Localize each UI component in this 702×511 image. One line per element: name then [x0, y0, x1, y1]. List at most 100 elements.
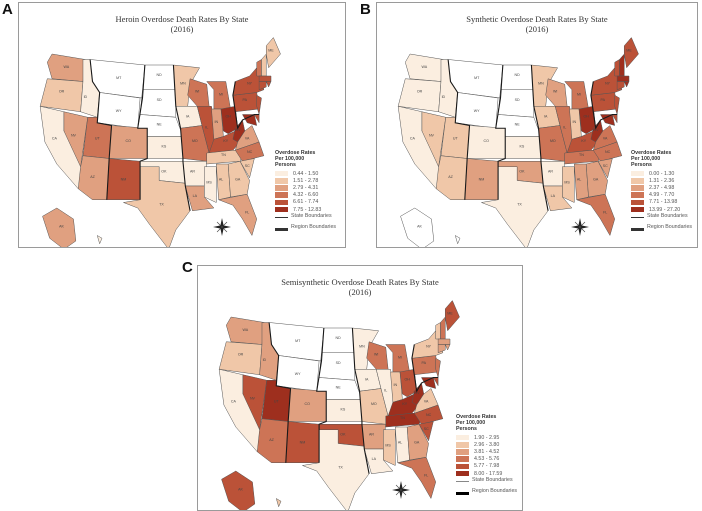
state-label: MI — [219, 92, 223, 96]
region-boundary — [89, 59, 113, 200]
state-label: IL — [205, 125, 208, 129]
state-label: WA — [242, 328, 248, 332]
legend-class-label: 1.90 - 2.95 — [474, 434, 500, 441]
state-hi — [97, 235, 103, 244]
state-sd — [318, 352, 356, 381]
state-label: TX — [517, 202, 522, 206]
legend-heading: Overdose Rates Per 100,000 Persons — [631, 150, 672, 168]
legend-class-5: 5.77 - 7.98 — [456, 463, 517, 470]
legend-swatch — [275, 170, 288, 177]
title-line-1: Semisynthetic Overdose Death Rates By St… — [281, 277, 439, 287]
legend-swatch — [456, 434, 469, 441]
state-label: NY — [247, 81, 253, 85]
state-vt — [256, 59, 262, 77]
legend-heading: Overdose Rates Per 100,000 Persons — [456, 414, 497, 432]
state-label: KS — [341, 408, 346, 412]
state-label: UT — [453, 136, 459, 140]
state-nh — [619, 53, 625, 77]
legend-swatch — [456, 463, 469, 470]
legend-class-6: 7.75 - 12.83 — [275, 206, 336, 213]
legend-class-label: 7.71 - 13.98 — [649, 199, 678, 206]
region-boundary — [268, 322, 292, 463]
state-label: SC — [603, 164, 608, 168]
state-va — [235, 125, 260, 151]
state-ak — [221, 470, 256, 510]
state-label: MO — [371, 402, 377, 406]
state-label: WI — [553, 90, 557, 94]
state-label: MN — [359, 344, 365, 348]
state-label: NC — [426, 413, 432, 417]
legend-class-5: 7.71 - 13.98 — [631, 199, 692, 206]
state-oh — [399, 369, 417, 397]
legend-class-label: 2.37 - 4.98 — [649, 184, 675, 191]
state-label: OK — [519, 169, 525, 173]
state-label: OR — [238, 353, 244, 357]
state-or — [218, 341, 263, 375]
state-label: MI — [398, 355, 402, 359]
state-label: MT — [295, 339, 301, 343]
state-sd — [139, 89, 177, 118]
state-label: KY — [581, 139, 586, 143]
state-label: WA — [63, 65, 69, 69]
state-label: SD — [157, 98, 162, 102]
legend-class-3: 2.79 - 4.31 — [275, 184, 336, 191]
legend-class-3: 2.37 - 4.98 — [631, 184, 692, 191]
state-label: CO — [126, 139, 132, 143]
state-nh — [440, 316, 446, 340]
state-label: AR — [548, 169, 553, 173]
state-ms — [383, 429, 396, 466]
state-nj — [256, 95, 262, 115]
legend-class-4: 4.99 - 7.70 — [631, 192, 692, 199]
legend-class-label: 0.00 - 1.30 — [649, 170, 675, 177]
choropleth-map: WA OR CA NV ID MT WY UT CO AZ NM ND SD NE KS OK TX MN IA MO… — [397, 37, 639, 247]
state-label: AL — [577, 178, 581, 182]
state-label: AL — [219, 178, 223, 182]
map-legend: Overdose Rates Per 100,000 Persons 0.00 … — [631, 150, 692, 235]
state-vt — [614, 59, 620, 77]
state-label: MS — [206, 180, 212, 184]
legend-class-label: 7.75 - 12.83 — [293, 206, 322, 213]
state-label: ND — [157, 73, 163, 77]
state-or — [397, 78, 442, 112]
state-la — [364, 448, 394, 474]
state-label: VA — [424, 399, 429, 403]
state-nc — [593, 141, 623, 162]
panel-letter-c: C — [182, 259, 193, 276]
legend-region-boundaries: Region Boundaries — [456, 489, 517, 499]
state-label: KY — [402, 402, 407, 406]
state-label: OK — [161, 169, 167, 173]
state-label: NC — [247, 150, 253, 154]
state-label: MN — [180, 81, 186, 85]
state-label: FL — [245, 211, 249, 215]
state-label: SC — [245, 164, 250, 168]
region-boundary — [172, 64, 191, 211]
state-md — [242, 114, 257, 126]
state-label: MO — [192, 139, 198, 143]
legend-swatch — [631, 170, 644, 177]
state-label: NY — [426, 344, 432, 348]
legend-class-2: 2.96 - 3.80 — [456, 441, 517, 448]
state-label: NC — [605, 150, 611, 154]
state-vt — [435, 322, 441, 340]
legend-swatch — [631, 206, 644, 213]
state-ak — [400, 207, 435, 247]
state-label: TN — [221, 153, 226, 157]
map-title: Semisynthetic Overdose Death Rates By St… — [198, 277, 522, 297]
state-label: IA — [365, 377, 369, 381]
region-boundary — [137, 64, 148, 200]
legend-class-label: 1.31 - 2.36 — [649, 177, 675, 184]
state-ak — [42, 207, 77, 247]
state-label: NV — [250, 397, 256, 401]
state-ct — [437, 344, 446, 353]
state-md — [600, 114, 615, 126]
state-fl — [397, 457, 436, 499]
state-label: ME — [268, 48, 274, 52]
state-label: TN — [579, 153, 584, 157]
state-label: OH — [225, 114, 231, 118]
title-line-1: Synthetic Overdose Death Rates By State — [466, 14, 608, 24]
title-line-2: (2016) — [525, 24, 549, 34]
state-label: IA — [544, 114, 548, 118]
state-label: OH — [583, 114, 589, 118]
state-nc — [235, 141, 265, 162]
state-label: MI — [577, 92, 581, 96]
